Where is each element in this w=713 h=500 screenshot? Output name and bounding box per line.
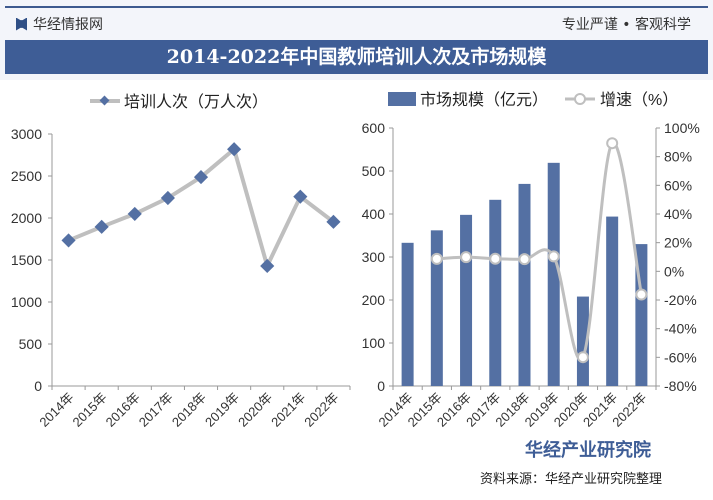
y-tick-label: 200 xyxy=(362,292,386,308)
legend-bar-swatch xyxy=(388,92,416,106)
data-point xyxy=(193,170,209,185)
y-tick-label: 0 xyxy=(34,378,42,394)
x-tick-label: 2015年 xyxy=(70,390,110,430)
y2-tick-label: 0% xyxy=(664,263,684,279)
growth-point xyxy=(460,251,473,264)
growth-point xyxy=(489,252,502,265)
x-tick-label: 2019年 xyxy=(202,390,242,430)
y2-tick-label: 20% xyxy=(664,235,692,251)
y-tick-label: 1500 xyxy=(11,252,42,268)
y-tick-label: 400 xyxy=(362,206,386,222)
bar xyxy=(430,230,443,386)
y-tick-label: 500 xyxy=(362,163,386,179)
source-note: 资料来源：华经产业研究院整理 xyxy=(480,472,663,487)
x-tick-label: 2014年 xyxy=(36,390,76,430)
x-tick-label: 2016年 xyxy=(103,390,143,430)
y-tick-label: 3000 xyxy=(11,126,42,142)
y2-tick-label: 60% xyxy=(664,177,692,193)
chart-title: 2014-2022年中国教师培训人次及市场规模 xyxy=(5,40,708,74)
y-tick-label: 500 xyxy=(19,336,43,352)
bar xyxy=(576,296,589,386)
y-tick-label: 100 xyxy=(362,335,386,351)
bar xyxy=(606,216,619,386)
y-tick-label: 2500 xyxy=(11,168,42,184)
growth-point xyxy=(430,252,443,265)
legend-label: 增速（%） xyxy=(600,91,678,109)
y-tick-label: 2000 xyxy=(11,210,42,226)
y2-tick-label: 40% xyxy=(664,206,692,222)
data-point xyxy=(260,258,275,274)
y2-tick-label: -40% xyxy=(664,321,697,337)
brand-logo-icon xyxy=(16,17,27,31)
growth-point xyxy=(518,253,531,266)
legend-marker xyxy=(99,95,110,106)
growth-point xyxy=(576,351,589,364)
y-tick-label: 0 xyxy=(377,378,385,394)
x-tick-label: 2017年 xyxy=(136,390,176,430)
growth-point xyxy=(635,288,648,301)
legend-marker xyxy=(574,93,586,105)
bar xyxy=(547,162,560,386)
data-point xyxy=(61,233,76,248)
brand-name: 华经情报网 xyxy=(33,17,103,33)
growth-point xyxy=(547,250,560,263)
brand: 华经情报网 xyxy=(16,14,103,34)
series-line xyxy=(67,145,335,272)
slogan: 专业严谨 • 客观科学 xyxy=(561,17,691,33)
data-point xyxy=(227,142,242,157)
bar xyxy=(460,214,473,386)
x-tick-label: 2020年 xyxy=(235,390,275,430)
y-tick-label: 300 xyxy=(362,249,386,265)
y2-tick-label: 80% xyxy=(664,149,692,165)
x-tick-label: 2018年 xyxy=(169,390,209,430)
y2-tick-label: -20% xyxy=(664,292,697,308)
data-point xyxy=(127,206,142,221)
footer-logo: 华经产业研究院 xyxy=(525,440,651,461)
data-point xyxy=(94,219,109,234)
legend-label: 培训人次（万人次） xyxy=(124,93,268,111)
legend-label: 市场规模（亿元） xyxy=(420,91,548,109)
data-point xyxy=(293,189,308,204)
y-tick-label: 600 xyxy=(362,120,386,136)
bar xyxy=(489,199,502,386)
x-tick-label: 2022年 xyxy=(301,390,341,430)
data-point xyxy=(326,214,341,229)
bar xyxy=(401,242,414,386)
top-rule xyxy=(5,6,708,8)
x-tick-label: 2021年 xyxy=(268,390,308,430)
y2-tick-label: -80% xyxy=(664,378,697,394)
bar xyxy=(518,183,531,386)
data-point xyxy=(160,190,175,206)
y2-tick-label: 100% xyxy=(664,120,700,136)
y2-tick-label: -60% xyxy=(664,349,697,365)
y-tick-label: 1000 xyxy=(11,294,42,310)
growth-point xyxy=(606,137,619,150)
